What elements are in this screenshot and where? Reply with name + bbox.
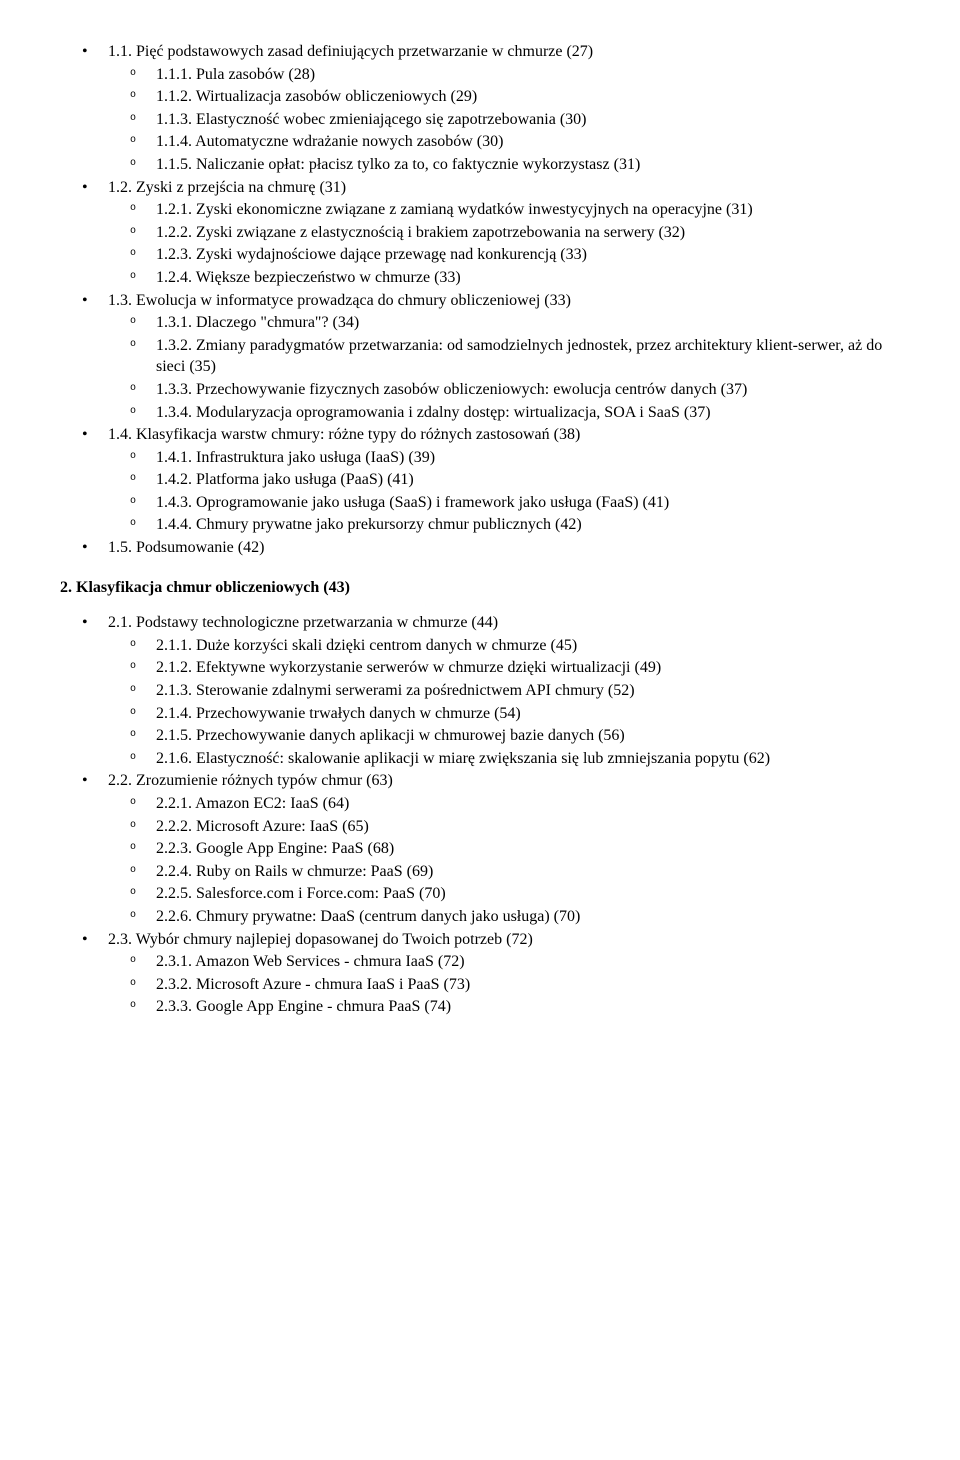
toc-subitem: 2.2.1. Amazon EC2: IaaS (64): [108, 793, 900, 815]
toc-subitem: 2.1.6. Elastyczność: skalowanie aplikacj…: [108, 748, 900, 770]
toc-subitem: 1.3.3. Przechowywanie fizycznych zasobów…: [108, 379, 900, 401]
toc-item: 1.2. Zyski z przejścia na chmurę (31) 1.…: [60, 177, 900, 289]
toc-subitem: 1.3.1. Dlaczego "chmura"? (34): [108, 312, 900, 334]
toc-subitem: 1.4.3. Oprogramowanie jako usługa (SaaS)…: [108, 492, 900, 514]
toc-subitem: 1.1.4. Automatyczne wdrażanie nowych zas…: [108, 131, 900, 153]
toc-text: 2.2.1. Amazon EC2: IaaS (64): [156, 795, 349, 812]
toc-subitem: 1.2.3. Zyski wydajnościowe dające przewa…: [108, 244, 900, 266]
toc-text: 1.5. Podsumowanie (42): [108, 539, 264, 556]
toc-text: 1.4. Klasyfikacja warstw chmury: różne t…: [108, 426, 580, 443]
toc-subitem: 2.2.4. Ruby on Rails w chmurze: PaaS (69…: [108, 861, 900, 883]
toc-text: 2.2.3. Google App Engine: PaaS (68): [156, 840, 394, 857]
toc-text: 1.2. Zyski z przejścia na chmurę (31): [108, 179, 346, 196]
toc-subitem: 1.2.2. Zyski związane z elastycznością i…: [108, 222, 900, 244]
toc-subitem: 2.3.2. Microsoft Azure - chmura IaaS i P…: [108, 974, 900, 996]
toc-subitem: 1.2.4. Większe bezpieczeństwo w chmurze …: [108, 267, 900, 289]
toc-subitem: 1.3.4. Modularyzacja oprogramowania i zd…: [108, 402, 900, 424]
toc-text: 1.3.1. Dlaczego "chmura"? (34): [156, 314, 359, 331]
toc-text: 1.1.5. Naliczanie opłat: płacisz tylko z…: [156, 156, 640, 173]
toc-subitem: 1.3.2. Zmiany paradygmatów przetwarzania…: [108, 335, 900, 378]
toc-item: 1.1. Pięć podstawowych zasad definiujący…: [60, 41, 900, 176]
toc-subitem: 2.2.6. Chmury prywatne: DaaS (centrum da…: [108, 906, 900, 928]
toc-text: 1.1.1. Pula zasobów (28): [156, 66, 315, 83]
toc-subitem: 2.3.1. Amazon Web Services - chmura IaaS…: [108, 951, 900, 973]
toc-subitem: 2.2.5. Salesforce.com i Force.com: PaaS …: [108, 883, 900, 905]
toc-text: 2.1.6. Elastyczność: skalowanie aplikacj…: [156, 750, 770, 767]
toc-subitem: 1.1.2. Wirtualizacja zasobów obliczeniow…: [108, 86, 900, 108]
toc-text: 1.3.3. Przechowywanie fizycznych zasobów…: [156, 381, 747, 398]
toc-text: 1.1.3. Elastyczność wobec zmieniającego …: [156, 111, 586, 128]
toc-text: 1.4.1. Infrastruktura jako usługa (IaaS)…: [156, 449, 435, 466]
toc-text: 2.3.3. Google App Engine - chmura PaaS (…: [156, 998, 451, 1015]
toc-item: 2.2. Zrozumienie różnych typów chmur (63…: [60, 770, 900, 927]
toc-subitem: 2.1.2. Efektywne wykorzystanie serwerów …: [108, 657, 900, 679]
toc-text: 1.2.2. Zyski związane z elastycznością i…: [156, 224, 685, 241]
toc-text: 1.3. Ewolucja w informatyce prowadząca d…: [108, 292, 571, 309]
toc-subitem: 2.1.3. Sterowanie zdalnymi serwerami za …: [108, 680, 900, 702]
toc-subitem: 1.4.4. Chmury prywatne jako prekursorzy …: [108, 514, 900, 536]
toc-subitem: 2.2.3. Google App Engine: PaaS (68): [108, 838, 900, 860]
toc-subitem: 1.4.1. Infrastruktura jako usługa (IaaS)…: [108, 447, 900, 469]
toc-text: 2.1.3. Sterowanie zdalnymi serwerami za …: [156, 682, 635, 699]
toc-subitem: 1.1.3. Elastyczność wobec zmieniającego …: [108, 109, 900, 131]
toc-text: 1.1.4. Automatyczne wdrażanie nowych zas…: [156, 133, 503, 150]
toc-subitem: 1.2.1. Zyski ekonomiczne związane z zami…: [108, 199, 900, 221]
toc-text: 1.1. Pięć podstawowych zasad definiujący…: [108, 43, 593, 60]
toc-item: 2.1. Podstawy technologiczne przetwarzan…: [60, 612, 900, 769]
toc-text: 1.2.1. Zyski ekonomiczne związane z zami…: [156, 201, 753, 218]
toc-item: 1.3. Ewolucja w informatyce prowadząca d…: [60, 290, 900, 424]
toc-text: 2.1. Podstawy technologiczne przetwarzan…: [108, 614, 498, 631]
toc-text: 1.2.3. Zyski wydajnościowe dające przewa…: [156, 246, 587, 263]
toc-text: 1.3.2. Zmiany paradygmatów przetwarzania…: [156, 337, 882, 376]
toc-text: 2.2. Zrozumienie różnych typów chmur (63…: [108, 772, 393, 789]
toc-text: 1.4.3. Oprogramowanie jako usługa (SaaS)…: [156, 494, 669, 511]
toc-text: 1.3.4. Modularyzacja oprogramowania i zd…: [156, 404, 711, 421]
toc-text: 1.4.4. Chmury prywatne jako prekursorzy …: [156, 516, 582, 533]
toc-text: 2.1.5. Przechowywanie danych aplikacji w…: [156, 727, 625, 744]
section-2-heading: 2. Klasyfikacja chmur obliczeniowych (43…: [60, 577, 900, 599]
toc-text: 2.3.1. Amazon Web Services - chmura IaaS…: [156, 953, 465, 970]
toc-subitem: 2.2.2. Microsoft Azure: IaaS (65): [108, 816, 900, 838]
toc-subitem: 1.1.1. Pula zasobów (28): [108, 64, 900, 86]
toc-text: 2.2.2. Microsoft Azure: IaaS (65): [156, 818, 369, 835]
toc-subitem: 2.3.3. Google App Engine - chmura PaaS (…: [108, 996, 900, 1018]
toc-text: 2.3. Wybór chmury najlepiej dopasowanej …: [108, 931, 533, 948]
toc-item: 1.5. Podsumowanie (42): [60, 537, 900, 559]
toc-text: 1.4.2. Platforma jako usługa (PaaS) (41): [156, 471, 414, 488]
toc-subitem: 2.1.5. Przechowywanie danych aplikacji w…: [108, 725, 900, 747]
toc-item: 2.3. Wybór chmury najlepiej dopasowanej …: [60, 929, 900, 1018]
toc-item: 1.4. Klasyfikacja warstw chmury: różne t…: [60, 424, 900, 536]
toc-text: 1.2.4. Większe bezpieczeństwo w chmurze …: [156, 269, 461, 286]
toc-subitem: 2.1.4. Przechowywanie trwałych danych w …: [108, 703, 900, 725]
toc-text: 2.1.4. Przechowywanie trwałych danych w …: [156, 705, 521, 722]
toc-subitem: 2.1.1. Duże korzyści skali dzięki centro…: [108, 635, 900, 657]
toc-text: 2.2.5. Salesforce.com i Force.com: PaaS …: [156, 885, 446, 902]
toc-text: 2.1.1. Duże korzyści skali dzięki centro…: [156, 637, 577, 654]
toc-subitem: 1.1.5. Naliczanie opłat: płacisz tylko z…: [108, 154, 900, 176]
toc-subitem: 1.4.2. Platforma jako usługa (PaaS) (41): [108, 469, 900, 491]
toc-text: 2.2.4. Ruby on Rails w chmurze: PaaS (69…: [156, 863, 433, 880]
toc-text: 2.1.2. Efektywne wykorzystanie serwerów …: [156, 659, 661, 676]
toc-text: 2.3.2. Microsoft Azure - chmura IaaS i P…: [156, 976, 470, 993]
toc-section-1: 1.1. Pięć podstawowych zasad definiujący…: [60, 41, 900, 559]
toc-text: 2.2.6. Chmury prywatne: DaaS (centrum da…: [156, 908, 580, 925]
toc-text: 1.1.2. Wirtualizacja zasobów obliczeniow…: [156, 88, 477, 105]
toc-section-2: 2.1. Podstawy technologiczne przetwarzan…: [60, 612, 900, 1018]
